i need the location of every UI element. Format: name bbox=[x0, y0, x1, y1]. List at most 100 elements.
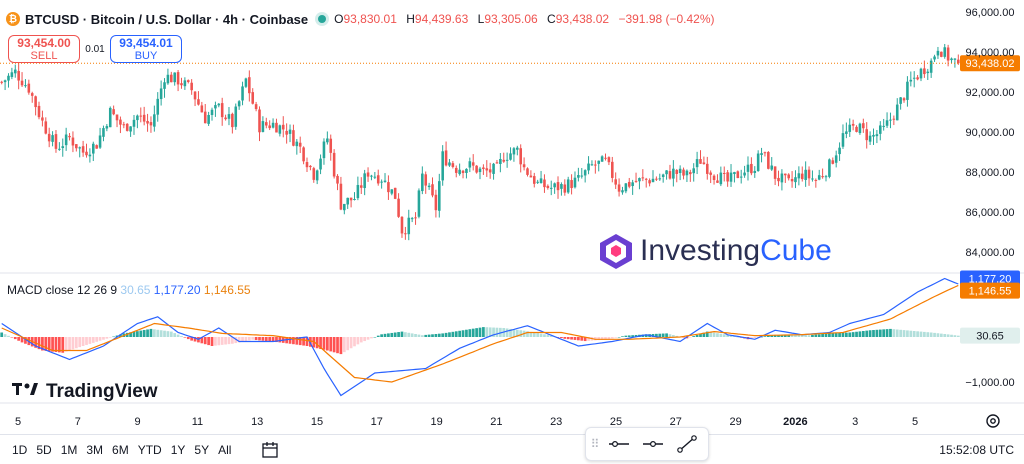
candle-body bbox=[807, 169, 811, 179]
macd-histogram-bar bbox=[241, 337, 244, 342]
macd-histogram-bar bbox=[152, 329, 156, 337]
macd-histogram-bar bbox=[933, 332, 936, 337]
macd-histogram-bar bbox=[861, 331, 865, 337]
candle-body bbox=[940, 51, 943, 57]
price-change: −391.98 (−0.42%) bbox=[618, 12, 715, 26]
range-1y[interactable]: 1Y bbox=[170, 443, 186, 457]
gear-icon[interactable] bbox=[984, 412, 1002, 430]
macd-histogram-bar bbox=[766, 335, 770, 337]
candle-body bbox=[784, 173, 787, 176]
macd-histogram-bar bbox=[105, 337, 109, 339]
macd-histogram-bar bbox=[787, 334, 791, 337]
chart-header: ₿ BTCUSD · Bitcoin / U.S. Dollar · 4h · … bbox=[6, 8, 715, 30]
candle-body bbox=[159, 88, 163, 100]
macd-histogram-bar bbox=[902, 330, 906, 337]
candle-body bbox=[24, 85, 27, 87]
candle-body bbox=[129, 126, 132, 132]
range-3m[interactable]: 3M bbox=[86, 443, 104, 457]
candle-body bbox=[312, 168, 316, 180]
candle-body bbox=[800, 173, 804, 180]
macd-histogram-bar bbox=[353, 337, 356, 347]
trend-line-icon[interactable] bbox=[670, 432, 704, 456]
macd-histogram-bar bbox=[400, 331, 404, 337]
macd-histogram-bar bbox=[210, 337, 214, 346]
macd-histogram-bar bbox=[451, 331, 455, 337]
candle-body bbox=[699, 159, 702, 164]
macd-histogram-bar bbox=[98, 337, 102, 341]
candle-body bbox=[739, 176, 743, 178]
macd-histogram-bar bbox=[780, 335, 784, 337]
candle-body bbox=[465, 168, 468, 173]
candle-body bbox=[777, 177, 780, 182]
range-6m[interactable]: 6M bbox=[112, 443, 129, 457]
candle-body bbox=[495, 162, 499, 164]
candle-body bbox=[841, 133, 845, 147]
range-all[interactable]: All bbox=[218, 443, 232, 457]
range-5d[interactable]: 5D bbox=[36, 443, 52, 457]
macd-histogram-bar bbox=[448, 332, 451, 337]
candle-body bbox=[309, 165, 312, 168]
candle-body bbox=[227, 114, 231, 119]
horizontal-ray-icon[interactable] bbox=[636, 432, 670, 456]
macd-histogram-bar bbox=[173, 333, 177, 337]
candle-body bbox=[44, 121, 48, 134]
drag-handle-icon[interactable]: ⠿ bbox=[590, 437, 600, 451]
candle-body bbox=[580, 175, 584, 177]
candle-body bbox=[95, 145, 98, 149]
ohlc-values: O93,830.01 H94,439.63 L93,305.06 C93,438… bbox=[334, 12, 715, 26]
macd-histogram-bar bbox=[665, 333, 668, 337]
macd-histogram-bar bbox=[108, 337, 112, 338]
macd-histogram-bar bbox=[956, 335, 960, 337]
symbol-title[interactable]: BTCUSD · Bitcoin / U.S. Dollar · 4h · Co… bbox=[25, 11, 309, 27]
macd-histogram-bar bbox=[434, 334, 438, 337]
calendar-goto-icon[interactable] bbox=[260, 440, 280, 460]
sell-button[interactable]: 93,454.00 SELL bbox=[8, 35, 80, 63]
macd-histogram-bar bbox=[475, 328, 478, 337]
range-5y[interactable]: 5Y bbox=[194, 443, 210, 457]
candle-body bbox=[220, 103, 224, 118]
macd-histogram-bar bbox=[407, 332, 411, 337]
candle-body bbox=[427, 185, 431, 188]
range-1d[interactable]: 1D bbox=[12, 443, 28, 457]
range-1m[interactable]: 1M bbox=[60, 443, 78, 457]
macd-histogram-bar bbox=[634, 334, 638, 337]
macd-title: MACD close 12 26 9 bbox=[7, 283, 118, 297]
candle-body bbox=[7, 75, 10, 81]
candle-body bbox=[851, 123, 855, 126]
macd-histogram-bar bbox=[597, 337, 601, 341]
horizontal-line-icon[interactable] bbox=[602, 432, 636, 456]
candle-body bbox=[17, 70, 20, 81]
candle-body bbox=[885, 120, 889, 126]
macd-histogram-bar bbox=[193, 337, 197, 342]
candle-body bbox=[81, 146, 85, 153]
candle-body bbox=[322, 141, 326, 159]
macd-histogram-bar bbox=[468, 329, 472, 337]
candle-body bbox=[37, 105, 41, 118]
candle-body bbox=[695, 159, 699, 168]
candle-body bbox=[34, 96, 37, 108]
range-ytd[interactable]: YTD bbox=[137, 443, 162, 457]
macd-legend[interactable]: MACD close 12 26 9 30.65 1,177.20 1,146.… bbox=[7, 283, 251, 297]
macd-histogram-bar bbox=[132, 331, 136, 337]
buy-button[interactable]: 93,454.01 BUY bbox=[110, 35, 182, 63]
macd-histogram-bar bbox=[627, 335, 631, 337]
utc-clock[interactable]: 15:52:08 UTC bbox=[939, 443, 1014, 457]
candle-body bbox=[604, 157, 607, 159]
candle-body bbox=[200, 105, 204, 113]
macd-histogram-bar bbox=[488, 327, 492, 337]
macd-histogram-bar bbox=[688, 337, 692, 338]
macd-histogram-bar bbox=[437, 333, 441, 337]
candle-body bbox=[712, 175, 716, 181]
candle-body bbox=[689, 172, 692, 175]
last-price-label: 93,438.02 bbox=[966, 58, 1015, 70]
price-axis-tick: 92,000.00 bbox=[966, 87, 1015, 99]
macd-histogram-bar bbox=[363, 337, 367, 342]
candle-body bbox=[471, 162, 475, 166]
candle-body bbox=[563, 184, 567, 193]
macd-histogram-bar bbox=[926, 332, 930, 337]
candle-body bbox=[560, 184, 563, 189]
candle-body bbox=[780, 173, 784, 183]
candle-body bbox=[682, 169, 685, 176]
macd-histogram-bar bbox=[570, 337, 573, 340]
